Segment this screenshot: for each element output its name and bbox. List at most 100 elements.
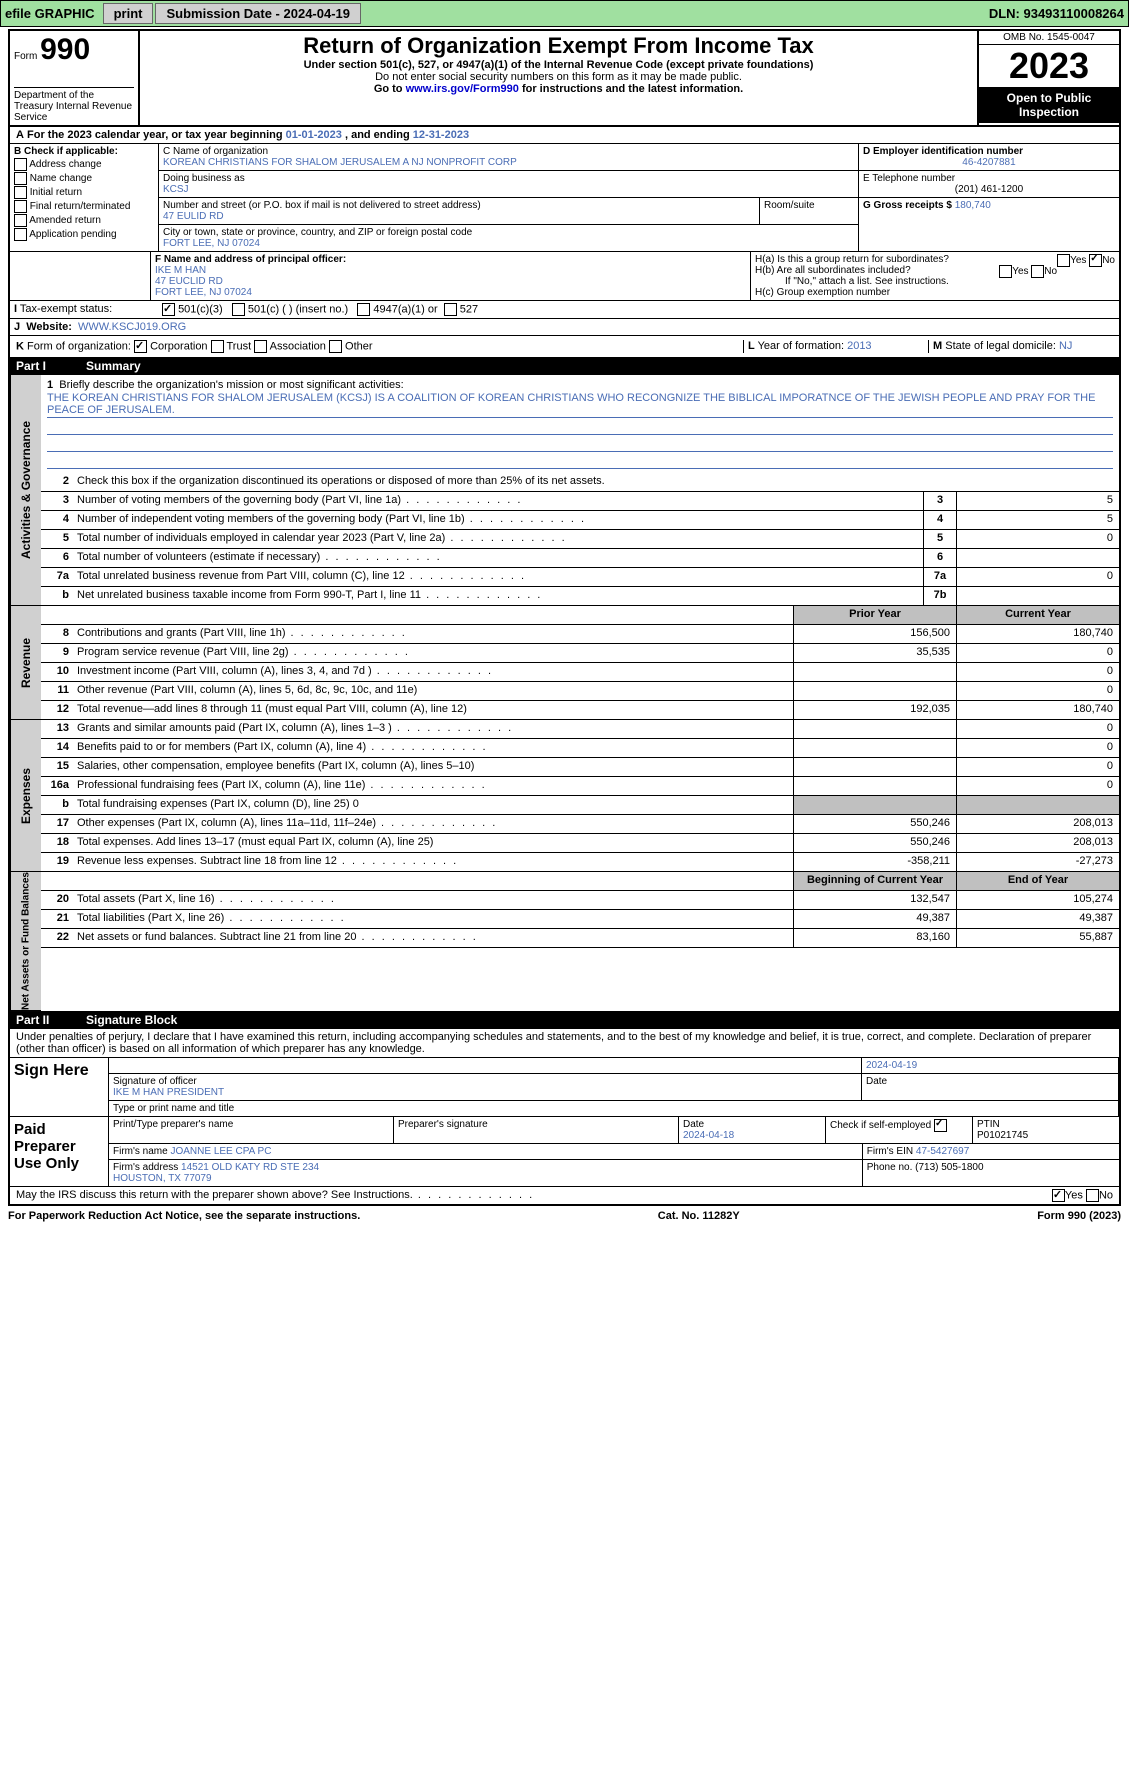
part-1-header: Part I Summary [10, 357, 1119, 375]
expenses-side-label: Expenses [10, 720, 41, 872]
revenue-section: Revenue Prior YearCurrent Year 8Contribu… [10, 606, 1119, 720]
begin-year-header: Beginning of Current Year [793, 872, 956, 890]
501c-checkbox[interactable] [232, 303, 245, 316]
line-10-current: 0 [956, 663, 1119, 681]
pra-notice: For Paperwork Reduction Act Notice, see … [8, 1210, 360, 1222]
line-16b-prior [793, 796, 956, 814]
omb-number: OMB No. 1545-0047 [979, 31, 1119, 45]
revenue-side-label: Revenue [10, 606, 41, 720]
form-header: Form 990 Department of the Treasury Inte… [10, 31, 1119, 127]
line-8-prior: 156,500 [793, 625, 956, 643]
checkbox-final-return[interactable] [14, 200, 27, 213]
checkbox-name-change[interactable] [14, 172, 27, 185]
form-title: Return of Organization Exempt From Incom… [148, 33, 969, 59]
form-subtitle-3: Go to www.irs.gov/Form990 for instructio… [148, 83, 969, 95]
top-toolbar: efile GRAPHIC print Submission Date - 20… [0, 0, 1129, 27]
line-16a-prior [793, 777, 956, 795]
officer-signature-name: IKE M HAN PRESIDENT [113, 1087, 857, 1098]
hb-no-checkbox[interactable] [1031, 265, 1044, 278]
sign-here-label: Sign Here [10, 1058, 109, 1116]
line-13-current: 0 [956, 720, 1119, 738]
line-10-prior [793, 663, 956, 681]
form-subtitle-1: Under section 501(c), 527, or 4947(a)(1)… [148, 59, 969, 71]
firm-phone: (713) 505-1800 [915, 1162, 983, 1173]
line-20-begin: 132,547 [793, 891, 956, 909]
city-state-zip: FORT LEE, NJ 07024 [163, 238, 854, 249]
trust-checkbox[interactable] [211, 340, 224, 353]
catalog-number: Cat. No. 11282Y [658, 1210, 740, 1222]
firm-ein: 47-5427697 [916, 1146, 969, 1157]
irs-link[interactable]: www.irs.gov/Form990 [406, 83, 519, 95]
self-employed-checkbox[interactable] [934, 1119, 947, 1132]
checkbox-initial-return[interactable] [14, 186, 27, 199]
sign-date: 2024-04-19 [866, 1060, 917, 1071]
line-11-current: 0 [956, 682, 1119, 700]
discuss-yes-checkbox[interactable] [1052, 1189, 1065, 1202]
line-19-prior: -358,211 [793, 853, 956, 871]
state-domicile: NJ [1059, 340, 1072, 352]
line-13-prior [793, 720, 956, 738]
line-3-val: 5 [956, 492, 1119, 510]
line-6-val [956, 549, 1119, 567]
website-row: J Website: WWW.KSCJ019.ORG [10, 318, 1119, 335]
gross-receipts: 180,740 [955, 200, 991, 211]
net-assets-side-label: Net Assets or Fund Balances [10, 872, 41, 1011]
corp-checkbox[interactable] [134, 340, 147, 353]
discuss-no-checkbox[interactable] [1086, 1189, 1099, 1202]
527-checkbox[interactable] [444, 303, 457, 316]
line-15-prior [793, 758, 956, 776]
org-name: KOREAN CHRISTIANS FOR SHALOM JERUSALEM A… [163, 157, 854, 168]
501c3-checkbox[interactable] [162, 303, 175, 316]
line-9-current: 0 [956, 644, 1119, 662]
website-url: WWW.KSCJ019.ORG [78, 321, 186, 333]
efile-label: efile GRAPHIC [5, 6, 95, 21]
line-18-current: 208,013 [956, 834, 1119, 852]
submission-date-button[interactable]: Submission Date - 2024-04-19 [155, 3, 361, 24]
right-boxes: D Employer identification number 46-4207… [859, 144, 1119, 251]
ein: 46-4207881 [863, 157, 1115, 168]
governance-side-label: Activities & Governance [10, 375, 41, 606]
governance-section: Activities & Governance 1 Briefly descri… [10, 375, 1119, 606]
line-19-current: -27,273 [956, 853, 1119, 871]
ha-no-checkbox[interactable] [1089, 254, 1102, 267]
assoc-checkbox[interactable] [254, 340, 267, 353]
discuss-row: May the IRS discuss this return with the… [10, 1187, 1119, 1204]
paid-preparer-label: Paid Preparer Use Only [10, 1117, 109, 1186]
checkbox-application-pending[interactable] [14, 228, 27, 241]
line-21-end: 49,387 [956, 910, 1119, 928]
officer-group-row: F Name and address of principal officer:… [10, 251, 1119, 300]
line-5-val: 0 [956, 530, 1119, 548]
print-button[interactable]: print [103, 3, 154, 24]
line-12-prior: 192,035 [793, 701, 956, 719]
ptin: P01021745 [977, 1130, 1028, 1141]
line-11-prior [793, 682, 956, 700]
current-year-header: Current Year [956, 606, 1119, 624]
box-b: B Check if applicable: Address change Na… [10, 144, 159, 251]
form-subtitle-2: Do not enter social security numbers on … [148, 71, 969, 83]
checkbox-amended-return[interactable] [14, 214, 27, 227]
form-990: Form 990 Department of the Treasury Inte… [8, 29, 1121, 1206]
checkbox-address-change[interactable] [14, 158, 27, 171]
ha-yes-checkbox[interactable] [1057, 254, 1070, 267]
dln-label: DLN: 93493110008264 [989, 6, 1124, 21]
telephone: (201) 461-1200 [863, 184, 1115, 195]
street-address: 47 EULID RD [163, 211, 755, 222]
hb-yes-checkbox[interactable] [999, 265, 1012, 278]
form-prefix: Form [14, 51, 37, 62]
part-2-header: Part II Signature Block [10, 1011, 1119, 1029]
prior-year-header: Prior Year [793, 606, 956, 624]
dept-label: Department of the Treasury Internal Reve… [14, 87, 134, 123]
end-year-header: End of Year [956, 872, 1119, 890]
4947-checkbox[interactable] [357, 303, 370, 316]
line-7a-val: 0 [956, 568, 1119, 586]
line-14-current: 0 [956, 739, 1119, 757]
officer-city: FORT LEE, NJ 07024 [155, 287, 746, 298]
klm-row: K Form of organization: Corporation Trus… [10, 335, 1119, 357]
line-17-current: 208,013 [956, 815, 1119, 833]
line-16a-current: 0 [956, 777, 1119, 795]
line-22-end: 55,887 [956, 929, 1119, 947]
mission-text: THE KOREAN CHRISTIANS FOR SHALOM JERUSAL… [47, 391, 1113, 418]
other-checkbox[interactable] [329, 340, 342, 353]
officer-street: 47 EUCLID RD [155, 276, 746, 287]
page-footer: For Paperwork Reduction Act Notice, see … [0, 1208, 1129, 1224]
